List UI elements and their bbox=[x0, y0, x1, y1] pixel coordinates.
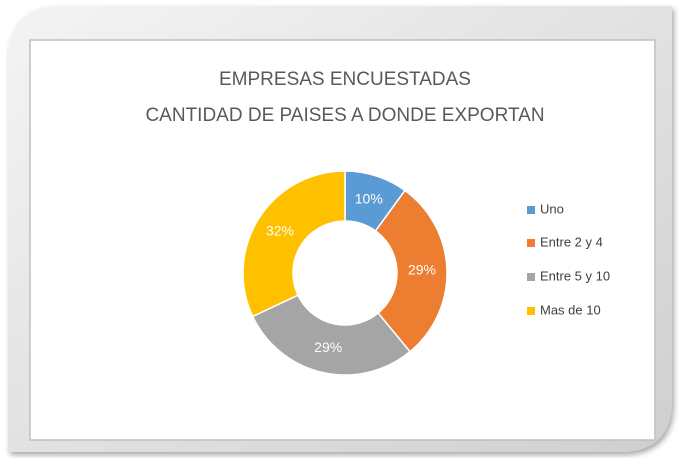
legend-label: Mas de 10 bbox=[540, 302, 601, 317]
donut-segment bbox=[251, 294, 412, 376]
legend-swatch bbox=[527, 307, 535, 315]
legend-label: Entre 5 y 10 bbox=[540, 268, 610, 283]
legend-swatch bbox=[527, 206, 535, 214]
donut-segment bbox=[242, 170, 346, 318]
data-label: 29% bbox=[314, 339, 342, 355]
legend-swatch bbox=[527, 273, 535, 281]
data-label: 29% bbox=[408, 261, 436, 277]
chart-title: EMPRESAS ENCUESTADAS bbox=[219, 69, 471, 90]
data-label: 32% bbox=[266, 222, 294, 238]
legend-label: Entre 2 y 4 bbox=[540, 234, 603, 249]
legend-swatch bbox=[527, 239, 535, 247]
data-label: 10% bbox=[355, 190, 383, 206]
legend-label: Uno bbox=[540, 201, 564, 216]
chart-title: CANTIDAD DE PAISES A DONDE EXPORTAN bbox=[145, 105, 544, 126]
donut-segment bbox=[374, 189, 448, 353]
